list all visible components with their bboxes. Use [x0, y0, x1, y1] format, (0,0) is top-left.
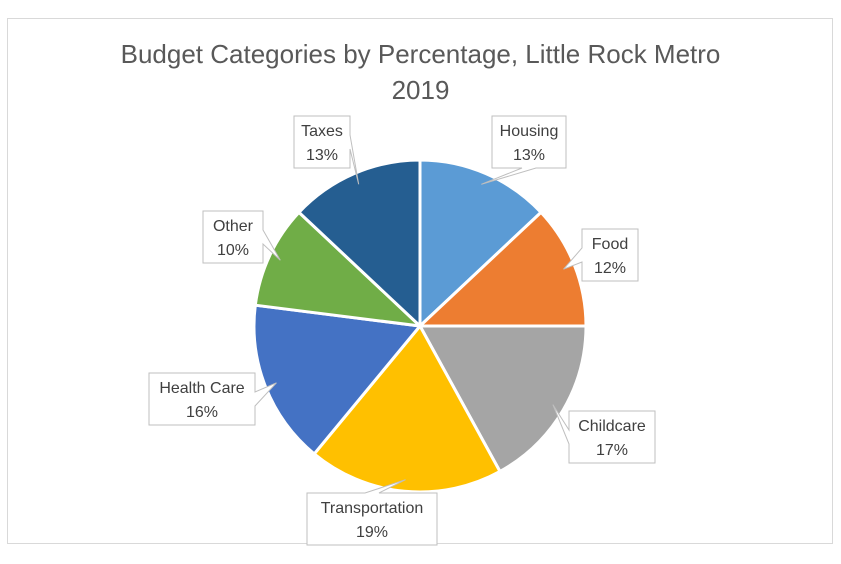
- data-label-box: [481, 115, 567, 185]
- data-label-category: Transportation: [321, 500, 424, 517]
- pie-slice-other: [253, 210, 422, 328]
- data-labels: Housing 13% Food 12% Childcare 17% Transportat…: [148, 115, 656, 546]
- data-label-box: [306, 479, 438, 546]
- data-label-category: Housing: [500, 123, 559, 140]
- data-label-other: Other 10%: [202, 210, 281, 264]
- data-label-box: [563, 228, 639, 282]
- data-label-childcare: Childcare 17%: [552, 404, 656, 464]
- data-label-health-care: Health Care 16%: [148, 372, 277, 426]
- data-label-box: [202, 210, 281, 264]
- data-label-value: 10%: [217, 242, 249, 259]
- data-label-housing: Housing 13%: [481, 115, 567, 185]
- data-label-transportation: Transportation 19%: [306, 479, 438, 546]
- data-label-category: Food: [592, 236, 628, 253]
- data-label-value: 12%: [594, 260, 626, 277]
- pie-slice-housing: [418, 158, 543, 328]
- data-label-category: Health Care: [159, 380, 244, 397]
- data-label-taxes: Taxes 13%: [293, 115, 360, 185]
- pie-slice-transportation: [312, 324, 502, 494]
- data-label-value: 13%: [306, 147, 338, 164]
- data-label-value: 19%: [356, 524, 388, 541]
- data-label-category: Taxes: [301, 123, 343, 140]
- data-label-box: [148, 372, 277, 426]
- data-label-value: 13%: [513, 147, 545, 164]
- pie-slice-taxes: [297, 158, 422, 328]
- pie-slices: [252, 158, 588, 494]
- data-label-box: [552, 404, 656, 464]
- data-label-value: 16%: [186, 404, 218, 421]
- data-label-category: Childcare: [578, 418, 646, 435]
- data-label-box: [293, 115, 360, 185]
- data-label-value: 17%: [596, 442, 628, 459]
- data-label-category: Other: [213, 218, 254, 235]
- data-label-food: Food 12%: [563, 228, 639, 282]
- pie-slice-childcare: [418, 324, 588, 473]
- chart-title: Budget Categories by Percentage, Little …: [120, 39, 721, 105]
